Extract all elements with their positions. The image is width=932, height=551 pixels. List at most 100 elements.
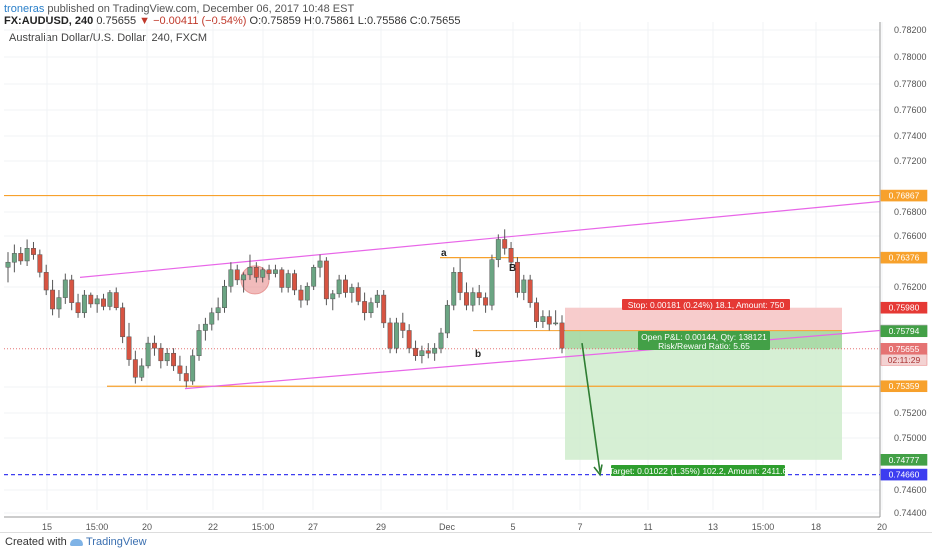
candle-body [502,239,508,249]
candle-body [400,322,406,331]
level-price-tag [880,468,928,481]
x-tick-label: 29 [376,522,386,532]
candle-body [260,269,266,278]
x-tick-label: 27 [308,522,318,532]
candle-body [183,373,189,382]
y-tick-label: 0.75000 [894,433,927,443]
annotation-label: b [475,349,481,360]
candle-body [285,273,291,288]
stop-zone [565,307,842,331]
candle-body [540,316,546,322]
ohlc-values: O:0.75859 H:0.75861 L:0.75586 C:0.75655 [249,15,461,27]
candle-body [113,292,119,308]
candle-body [413,347,418,357]
candle-body [317,260,323,268]
price-tag [880,454,928,466]
candle-body [247,267,253,276]
candle-body [101,298,106,307]
candle-body [202,323,208,331]
candle-body [164,352,170,362]
candle-body [368,302,374,314]
candle-body [381,294,387,324]
candle-body [171,352,177,367]
candle-body [158,347,164,362]
candle-body [177,365,183,374]
candle-body [152,342,157,349]
candle-body [534,302,539,322]
author-link[interactable]: troneras [4,3,45,15]
candle-body [432,347,438,354]
candle-body [266,269,272,274]
candle-body [107,292,113,307]
candle-body [120,307,126,338]
level-price-tag [880,380,928,393]
candle-body [521,279,527,293]
price-chart[interactable]: 0.78200 0.78000 0.77800 0.77600 0.77400 0.772… [0,0,932,532]
stop-label-text: Stop: 0.00181 (0.24%) 18.1, Amount: 750 [628,300,785,310]
candle-body [457,272,463,293]
candle-body [31,248,36,255]
candle-body [495,239,501,260]
y-tick-label: 0.76800 [894,207,927,217]
change-value: ▼ −0.00411 (−0.54%) [139,15,247,27]
level-price-tag-text: 0.76376 [889,253,920,263]
x-tick-label: 11 [643,522,652,532]
x-tick-label: 13 [708,522,718,532]
candle-body [234,269,240,281]
candle-body [336,279,342,295]
candle-body [88,294,94,305]
price-tag-text: 0.75980 [889,303,920,313]
candle-body [546,316,552,325]
candle-body [298,289,304,301]
candle-body [514,261,520,293]
price-tag [880,301,928,314]
candle-body [553,322,559,325]
candle-body [56,297,62,310]
x-tick-label: 15:00 [86,522,109,532]
level-price-tag [880,189,928,202]
candle-body [222,285,227,308]
candle-body [24,248,30,262]
y-tick-label: 0.77200 [894,156,927,166]
y-tick-label: 0.77400 [894,131,927,141]
countdown-tag [880,354,928,366]
candle-body [190,355,196,382]
x-tick-label: 7 [577,522,582,532]
annotation-label: a [441,248,447,259]
target-arrow-line [581,343,601,473]
tradingview-logo-icon [70,538,83,546]
candle-body [355,287,361,302]
candle-body [304,285,310,301]
footer-bar: Created with TradingView [0,532,932,551]
candle-body [438,332,444,349]
target-zone [565,348,842,460]
symbol-quote: FX:AUDUSD, 240 0.75655 ▼ −0.00411 (−0.54… [4,15,461,27]
candle-body [444,304,450,334]
candle-body [139,365,145,378]
candle-body [62,279,68,298]
candle-body [241,274,247,281]
y-tick-label: 0.74600 [894,485,927,495]
candle-body [419,350,425,357]
stop-label [622,299,790,310]
candle-body [406,330,412,349]
candle-body [11,253,17,263]
candle-body [81,294,87,314]
price-tag [880,325,928,338]
candle-body [508,248,514,263]
candle-body [464,292,469,306]
y-tick-label: 0.76200 [894,282,927,292]
candle-body [425,350,431,354]
candle-body [126,336,132,360]
candle-body [253,267,259,278]
candle-body [43,272,49,291]
tradingview-brand-link[interactable]: TradingView [70,536,147,548]
y-tick-label: 0.75200 [894,408,927,418]
x-tick-label: 18 [811,522,821,532]
tradingview-brand-label: TradingView [86,536,147,548]
last-price: 0.75655 [96,15,137,27]
pnl-label-text: Risk/Reward Ratio: 5.65 [658,341,750,351]
x-tick-label: 22 [208,522,218,532]
symbol-label[interactable]: FX:AUDUSD, 240 [4,15,94,27]
x-tick-label: 15 [42,522,52,532]
